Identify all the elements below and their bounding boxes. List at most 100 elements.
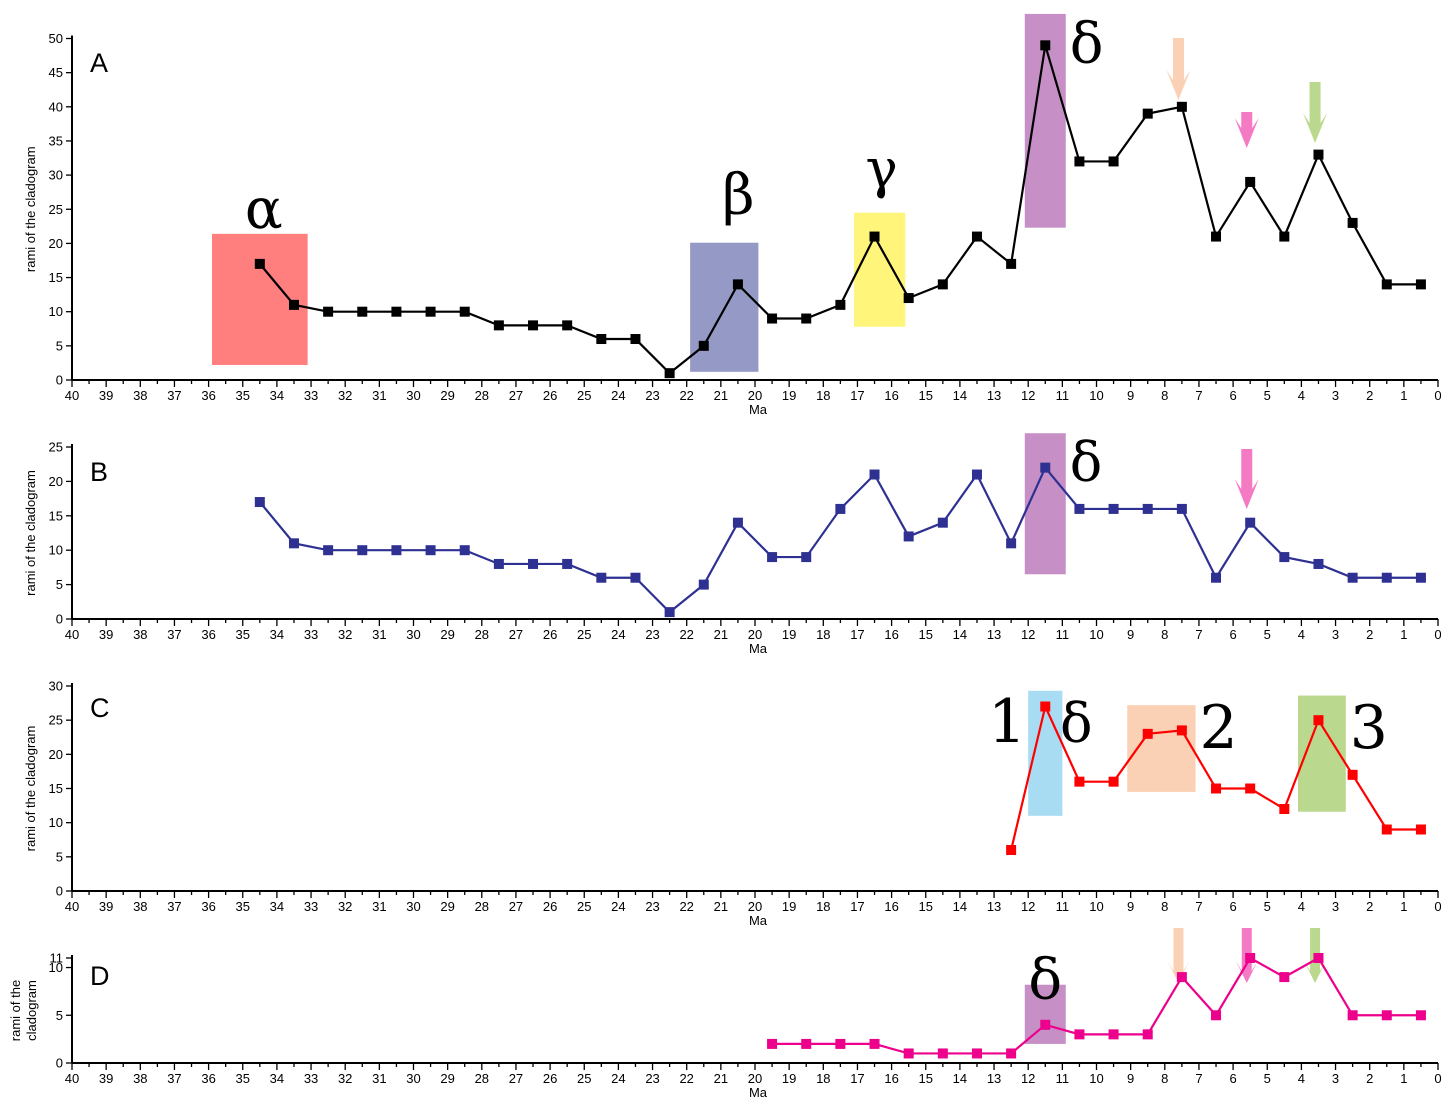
x-tick-label: 3 xyxy=(1332,627,1339,642)
data-point xyxy=(1279,804,1290,814)
y-tick-label: 25 xyxy=(49,713,63,728)
series-line xyxy=(258,45,1421,375)
x-tick-label: 31 xyxy=(372,1071,386,1086)
x-tick-label: 23 xyxy=(645,388,659,403)
x-axis-title: Ma xyxy=(749,641,768,656)
data-point xyxy=(767,1038,778,1049)
x-tick-label: 32 xyxy=(338,627,352,642)
highlight-label: 2 xyxy=(1200,693,1238,763)
series-line xyxy=(772,956,1421,1055)
x-tick-label: 21 xyxy=(714,388,728,403)
x-tick-label: 34 xyxy=(270,627,284,642)
data-point xyxy=(1142,728,1153,739)
x-tick-label: 35 xyxy=(236,899,250,914)
x-tick-label: 15 xyxy=(919,899,933,914)
x-tick-label: 1 xyxy=(1400,388,1407,403)
x-tick-label: 2 xyxy=(1366,388,1373,403)
x-tick-label: 17 xyxy=(850,1071,864,1086)
data-point xyxy=(937,517,948,528)
y-tick-label: 20 xyxy=(49,236,63,251)
x-tick-label: 25 xyxy=(577,1071,591,1086)
data-point xyxy=(1040,40,1051,51)
x-tick-label: 28 xyxy=(475,627,489,642)
data-point xyxy=(1040,1019,1051,1030)
data-point xyxy=(664,607,675,618)
data-point xyxy=(323,545,334,556)
y-tick-label: 15 xyxy=(49,270,63,285)
x-tick-label: 32 xyxy=(338,899,352,914)
x-tick-label: 6 xyxy=(1229,899,1236,914)
x-tick-label: 26 xyxy=(543,899,557,914)
data-point xyxy=(1347,217,1358,228)
x-tick-label: 27 xyxy=(509,627,523,642)
data-point xyxy=(1313,558,1324,569)
y-tick-label: 25 xyxy=(49,202,63,217)
arrow-marker-0 xyxy=(1166,38,1191,100)
x-tick-label: 39 xyxy=(99,627,113,642)
series-markers xyxy=(1006,701,1426,855)
data-point xyxy=(971,1048,982,1059)
x-tick-label: 6 xyxy=(1229,1071,1236,1086)
data-point xyxy=(1211,231,1222,242)
x-tick-label: 4 xyxy=(1298,627,1305,642)
data-point xyxy=(1381,279,1392,290)
x-tick-label: 40 xyxy=(65,1071,79,1086)
x-tick-label: 35 xyxy=(236,388,250,403)
x-tick-label: 28 xyxy=(475,1071,489,1086)
y-tick-label: 10 xyxy=(49,815,63,830)
x-tick-label: 25 xyxy=(577,899,591,914)
highlight-boxes xyxy=(212,13,1066,372)
data-point xyxy=(732,517,743,528)
data-point xyxy=(1074,776,1085,787)
x-ticks: 40 39 38 37 36 35 34 33 32 31 30 29 28 27 26 25 24 23 22 21… xyxy=(65,619,1442,642)
x-tick-label: 24 xyxy=(611,627,625,642)
highlight-box-0 xyxy=(1024,984,1066,1044)
highlight-box-2 xyxy=(854,212,906,327)
x-tick-label: 29 xyxy=(440,1071,454,1086)
highlight-label: β xyxy=(722,163,754,228)
highlight-label: 3 xyxy=(1350,693,1388,763)
y-tick-label: 5 xyxy=(56,1008,63,1023)
x-tick-label: 0 xyxy=(1434,1071,1441,1086)
panel-a: 40 39 38 37 36 35 34 33 32 31 30 29 28 27 26 25 24 23 22 21… xyxy=(23,12,1442,417)
x-tick-label: 4 xyxy=(1298,1071,1305,1086)
x-tick-label: 28 xyxy=(475,899,489,914)
data-point xyxy=(391,306,402,317)
data-point xyxy=(1313,149,1324,160)
data-point xyxy=(835,503,846,514)
y-ticks: 0 5 10 15 20 25 30 xyxy=(49,679,72,899)
x-tick-label: 35 xyxy=(236,1071,250,1086)
x-tick-label: 8 xyxy=(1161,899,1168,914)
data-point xyxy=(1040,462,1051,473)
data-point xyxy=(562,320,573,331)
x-tick-label: 1 xyxy=(1400,899,1407,914)
x-tick-label: 20 xyxy=(748,627,762,642)
x-tick-label: 10 xyxy=(1089,899,1103,914)
data-point xyxy=(903,531,914,542)
x-tick-label: 6 xyxy=(1229,388,1236,403)
highlight-label: 1 xyxy=(988,687,1026,757)
arrow-marker-1 xyxy=(1234,112,1259,148)
x-tick-label: 16 xyxy=(884,388,898,403)
x-tick-label: 18 xyxy=(816,1071,830,1086)
x-axis-title: Ma xyxy=(749,402,768,417)
x-tick-label: 33 xyxy=(304,899,318,914)
x-tick-label: 38 xyxy=(133,899,147,914)
panel-label: D xyxy=(90,961,110,991)
x-tick-label: 19 xyxy=(782,1071,796,1086)
panel-label: C xyxy=(90,693,110,723)
y-tick-label: 30 xyxy=(49,168,63,183)
x-tick-label: 37 xyxy=(167,627,181,642)
highlight-label: γ xyxy=(866,137,898,200)
x-tick-label: 26 xyxy=(543,1071,557,1086)
y-tick-label: 10 xyxy=(49,543,63,558)
data-point xyxy=(869,469,880,480)
x-tick-label: 26 xyxy=(543,627,557,642)
highlight-boxes xyxy=(1024,433,1066,575)
x-tick-label: 25 xyxy=(577,627,591,642)
data-point xyxy=(1245,953,1256,963)
data-point xyxy=(1313,715,1324,726)
y-tick-label: 0 xyxy=(56,612,63,627)
x-ticks: 40 39 38 37 36 35 34 33 32 31 30 29 28 27 26 25 24 23 22 21… xyxy=(65,891,1442,914)
x-tick-label: 32 xyxy=(338,1071,352,1086)
